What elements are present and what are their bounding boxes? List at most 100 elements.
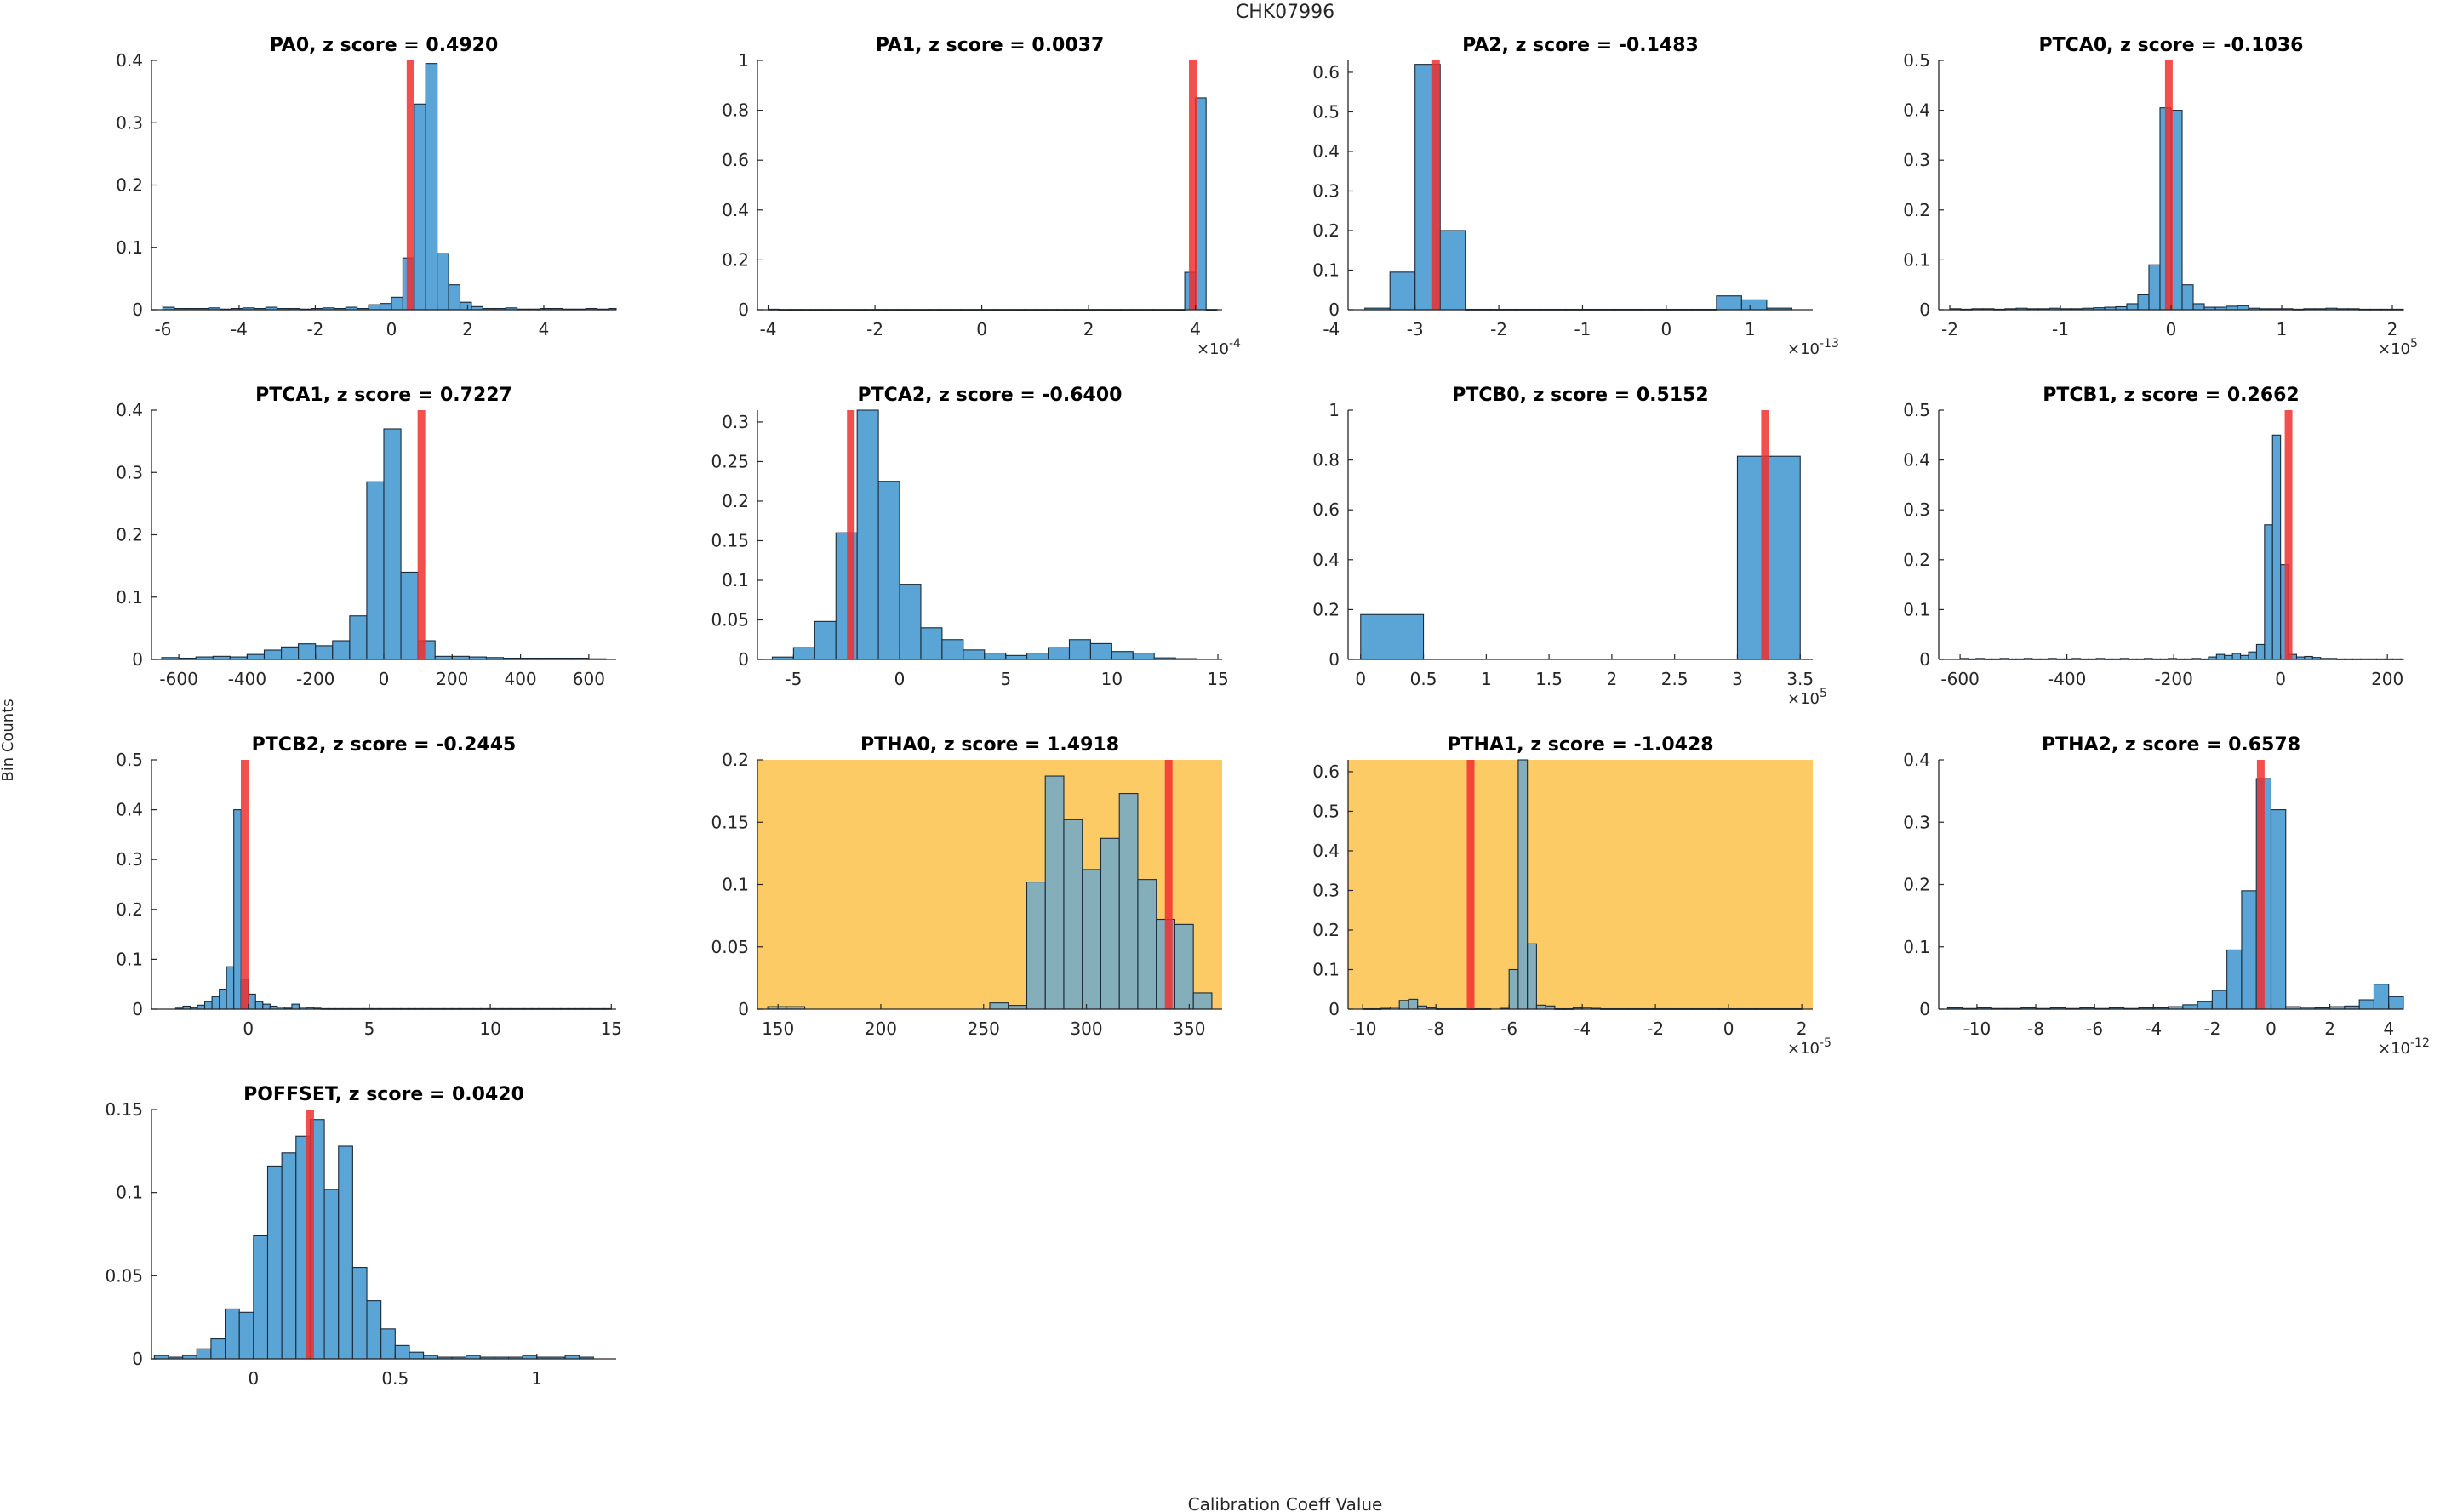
pa2-xtick-label: -2 — [1490, 319, 1507, 339]
pa2-title: PA2, z score = -0.1483 — [1462, 35, 1699, 56]
ptcb2-histogram-bar — [219, 989, 227, 1010]
ptca0-histogram-bar — [2170, 110, 2183, 311]
pa1-ytick-label: 0 — [738, 300, 749, 320]
ptcb0-ytick-label: 0.2 — [1312, 599, 1340, 619]
pa0-histogram-bar — [437, 253, 449, 311]
ptha2-xtick-label: -4 — [2145, 1018, 2162, 1039]
ptha0-histogram-bar — [989, 1002, 1009, 1010]
ptca2-xtick-label: 0 — [894, 669, 906, 689]
pa2-axis-exponent: ×10-13 — [1787, 337, 1839, 358]
ptca2-xtick-label: 5 — [1000, 669, 1011, 689]
ptca1-ytick-label: 0 — [132, 649, 143, 670]
ptcb0-ytick-label: 0 — [1329, 649, 1340, 670]
ptca2-histogram-bar — [941, 639, 964, 660]
ptcb0-xtick-label: 2 — [1607, 669, 1618, 689]
ptcb1-xtick-label: -200 — [2154, 669, 2192, 689]
poffset-histogram-bar — [351, 1267, 368, 1360]
figure-ylabel: Bin Counts — [0, 699, 17, 781]
ptcb0-xtick-label: 0.5 — [1410, 669, 1437, 689]
ptcb2-histogram-bar — [204, 1001, 213, 1010]
ptca2-histogram-bar — [1089, 642, 1112, 660]
poffset-histogram-bar — [253, 1235, 269, 1360]
pa0-histogram-bar — [391, 296, 403, 311]
ptha1-histogram-bar — [1527, 943, 1537, 1010]
ptha0-histogram-bar — [1137, 879, 1157, 1010]
ptha1-histogram-bar — [1398, 1000, 1409, 1010]
ptca2-histogram-bar — [1048, 647, 1071, 660]
ptca0-xtick-label: -1 — [2052, 319, 2069, 339]
ptcb2-histogram-bar — [233, 809, 242, 1010]
ptha1-value-marker — [1466, 760, 1475, 1009]
ptca1-xtick-label: 600 — [573, 669, 605, 689]
poffset-histogram-bar — [225, 1308, 240, 1360]
ptcb1-histogram-bar — [2271, 434, 2282, 660]
pa2-xtick-label: -1 — [1574, 319, 1591, 339]
ptha1-histogram-bar — [1408, 998, 1419, 1010]
ptha1-histogram-bar — [1517, 759, 1529, 1010]
ptcb2-histogram-bar — [254, 1001, 264, 1010]
ptca0-value-marker — [2164, 60, 2173, 310]
ptca1-xtick-label: -600 — [159, 669, 197, 689]
subplot-pa2: 0 0.1 0.2 0.3 0.4 0.5 0.6 -4 -3 -2 -1 0 1 ×10-13 PA2, … — [1312, 35, 1839, 358]
pa0-ytick-label: 0.3 — [116, 112, 143, 133]
ptha2-xtick-label: 2 — [2324, 1018, 2335, 1039]
ptha2-axis-exponent: ×10-12 — [2378, 1036, 2430, 1058]
ptha0-xtick-label: 150 — [762, 1018, 794, 1039]
ptha2-histogram-bar — [2358, 999, 2374, 1010]
poffset-ytick-label: 0.05 — [105, 1265, 143, 1286]
ptha1-ytick-label: 0 — [1329, 999, 1340, 1019]
ptha2-xtick-label: -6 — [2086, 1018, 2103, 1039]
pa0-histogram-bar — [448, 284, 461, 311]
ptha2-ytick-label: 0.2 — [1903, 875, 1930, 895]
ptha0-xtick-label: 200 — [865, 1018, 897, 1039]
ptcb1-xtick-label: 0 — [2275, 669, 2286, 689]
ptca2-ytick-label: 0.2 — [722, 491, 749, 511]
ptca1-histogram-bar — [332, 640, 351, 660]
ptcb0-ytick-label: 1 — [1329, 400, 1340, 420]
pa1-value-marker — [1188, 60, 1197, 310]
subplot-ptcb2: 0 0.1 0.2 0.3 0.4 0.5 0 5 10 15 PTCB2, z score = -… — [116, 734, 622, 1039]
ptha0-ytick-label: 0 — [738, 999, 749, 1019]
pa0-histogram-bar — [379, 303, 392, 311]
pa2-ytick-label: 0 — [1329, 300, 1340, 320]
ptcb1-ytick-label: 0.1 — [1903, 599, 1930, 619]
ptha0-histogram-bar — [1008, 1005, 1028, 1010]
poffset-xtick-label: 0 — [248, 1368, 259, 1389]
ptha2-xtick-label: 0 — [2266, 1018, 2277, 1039]
subplot-ptcb0: 0 0.2 0.4 0.6 0.8 1 0 0.5 1 1.5 2 2.5 3 3.5×105 PTCB0,… — [1312, 385, 1827, 708]
pa0-histogram-bar — [459, 301, 472, 311]
ptca1-ytick-label: 0.2 — [116, 525, 143, 545]
ptca1-histogram-bar — [246, 653, 266, 660]
ptha2-histogram-bar — [2197, 1001, 2213, 1010]
ptha2-xtick-label: -10 — [1963, 1018, 1991, 1039]
ptca1-ytick-label: 0.4 — [116, 400, 143, 420]
pa1-histogram-bar — [1195, 97, 1207, 311]
ptca2-histogram-bar — [1005, 654, 1028, 660]
ptha0-xtick-label: 350 — [1173, 1018, 1205, 1039]
ptca2-ytick-label: 0.15 — [711, 530, 749, 551]
ptca0-histogram-bar — [2237, 305, 2249, 311]
ptca0-ytick-label: 0.1 — [1903, 249, 1930, 270]
pa1-xtick-label: -2 — [866, 319, 883, 339]
ptca0-ytick-label: 0 — [1919, 300, 1930, 320]
ptcb1-histogram-bar — [2255, 643, 2266, 660]
ptha0-xtick-label: 250 — [968, 1018, 1000, 1039]
ptha1-ytick-label: 0.2 — [1312, 920, 1340, 940]
subplot-ptha2: 0 0.1 0.2 0.3 0.4 -10 -8 -6 -4 -2 0 2 4×10-12 PTHA2, … — [1903, 734, 2430, 1058]
ptha0-title: PTHA0, z score = 1.4918 — [860, 734, 1119, 756]
ptha1-xtick-label: 0 — [1723, 1018, 1734, 1039]
ptcb2-histogram-bar — [262, 1003, 271, 1010]
pa2-xtick-label: -4 — [1323, 319, 1340, 339]
ptcb2-ytick-label: 0.1 — [116, 949, 143, 969]
ptca0-ytick-label: 0.3 — [1903, 150, 1930, 170]
figure-xlabel: Calibration Coeff Value — [1188, 1494, 1383, 1512]
pa1-title: PA1, z score = 0.0037 — [876, 35, 1105, 56]
poffset-ytick-label: 0.15 — [105, 1099, 143, 1120]
ptca1-histogram-bar — [281, 646, 300, 660]
ptca0-histogram-bar — [2181, 284, 2194, 311]
ptca2-xtick-label: 15 — [1207, 669, 1228, 689]
pa1-ytick-label: 0.6 — [722, 150, 749, 170]
pa0-xtick-label: -4 — [231, 319, 248, 339]
ptca2-histogram-bar — [792, 647, 815, 660]
pa2-xtick-label: 1 — [1745, 319, 1756, 339]
